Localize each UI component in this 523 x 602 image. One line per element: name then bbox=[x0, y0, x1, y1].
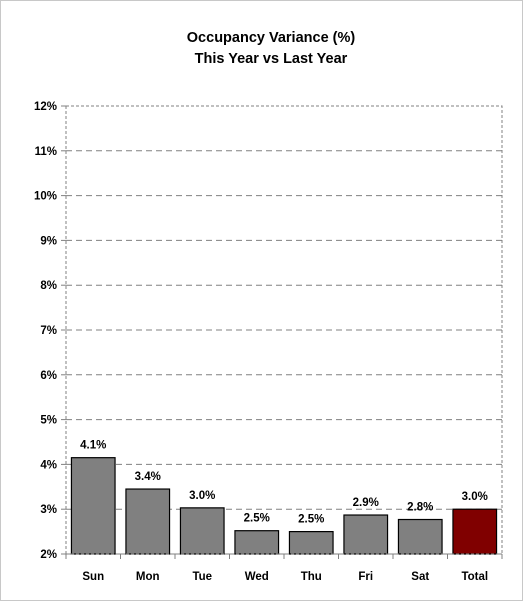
y-axis: 2% 3% 4% 5% 6% 7% 8% 9% 10% 11% 12% bbox=[34, 101, 66, 561]
x-tick-label-total: Total bbox=[461, 571, 488, 583]
y-tick-label: 4% bbox=[40, 459, 57, 471]
bar-sat bbox=[397, 518, 443, 555]
x-tick-label-fri: Fri bbox=[358, 571, 373, 583]
y-tick-label: 3% bbox=[40, 504, 57, 516]
y-tick-label: 11% bbox=[35, 146, 57, 158]
bar-thu bbox=[288, 530, 334, 555]
x-tick-label-tue: Tue bbox=[192, 571, 212, 583]
y-tick-label: 7% bbox=[40, 325, 57, 337]
y-tick-label: 2% bbox=[40, 549, 57, 561]
data-label-mon: 3.4% bbox=[135, 471, 161, 483]
data-label-thu: 2.5% bbox=[298, 514, 324, 526]
data-labels: 4.1% 3.4% 3.0% 2.5% 2.5% 2.9% 2.8% 3.0% bbox=[80, 440, 488, 526]
bar-total bbox=[452, 508, 498, 555]
x-tick-label-wed: Wed bbox=[245, 571, 269, 583]
y-tick-label: 10% bbox=[34, 191, 57, 203]
y-tick-label: 8% bbox=[40, 280, 57, 292]
y-tick-label: 9% bbox=[40, 235, 57, 247]
data-label-sun: 4.1% bbox=[80, 440, 106, 452]
data-label-wed: 2.5% bbox=[244, 513, 270, 525]
bar-tue bbox=[179, 507, 225, 555]
x-tick-label-thu: Thu bbox=[301, 571, 322, 583]
x-tick-label-mon: Mon bbox=[136, 571, 160, 583]
data-label-total: 3.0% bbox=[462, 491, 488, 503]
y-tick-label: 5% bbox=[40, 415, 57, 427]
chart-title-line-1: Occupancy Variance (%) bbox=[187, 30, 356, 46]
bar-sun bbox=[70, 457, 116, 555]
x-axis: Sun Mon Tue Wed Thu Fri Sat Total bbox=[65, 553, 503, 583]
bar-mon bbox=[125, 488, 171, 555]
x-tick-label-sat: Sat bbox=[411, 571, 429, 583]
y-tick-label: 12% bbox=[34, 101, 57, 113]
x-tick-label-sun: Sun bbox=[82, 571, 104, 583]
data-label-tue: 3.0% bbox=[189, 490, 215, 502]
data-label-sat: 2.8% bbox=[407, 502, 433, 514]
bar-wed bbox=[234, 530, 280, 555]
data-label-fri: 2.9% bbox=[353, 497, 379, 509]
y-tick-label: 6% bbox=[40, 370, 57, 382]
bar-fri bbox=[343, 514, 389, 555]
chart-title-line-2: This Year vs Last Year bbox=[195, 51, 348, 67]
